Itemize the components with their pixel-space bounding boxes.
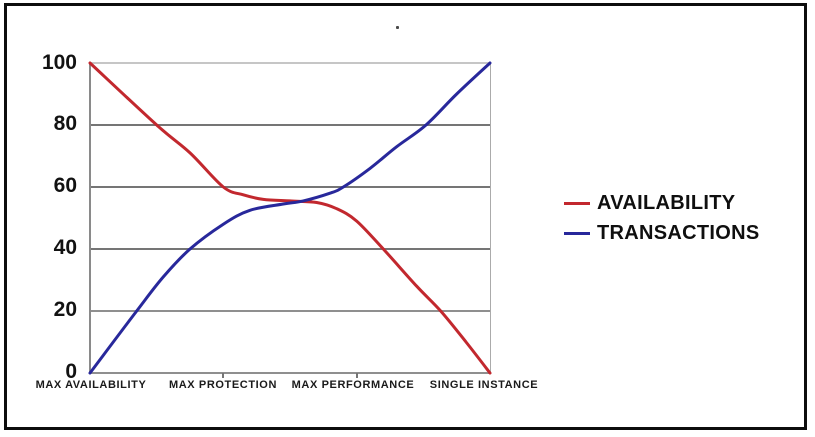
gridline-40: [90, 248, 490, 250]
plot-svg: [88, 61, 492, 375]
plot-area: [88, 61, 492, 378]
x-axis-label-max-availability: MAX AVAILABILITY: [35, 379, 147, 391]
x-axis-label-single-instance: SINGLE INSTANCE: [429, 379, 539, 391]
y-axis-label: 40: [53, 236, 77, 259]
legend-item-transactions: TRANSACTIONS: [564, 220, 760, 246]
gridline-20: [90, 310, 490, 312]
legend-item-availability: AVAILABILITY: [564, 190, 760, 216]
gridline-100: [90, 62, 490, 64]
legend: AVAILABILITY TRANSACTIONS: [564, 190, 760, 250]
y-axis-label: 0: [65, 360, 77, 383]
y-axis-label: 100: [41, 51, 77, 74]
legend-label: TRANSACTIONS: [597, 221, 760, 244]
plot-right-border: [490, 63, 491, 374]
speck-artifact: [396, 26, 399, 29]
y-axis-label: 20: [53, 298, 77, 321]
x-axis-tick: [356, 373, 358, 378]
gridline-80: [90, 124, 490, 126]
availability-line-swatch: [564, 201, 590, 205]
y-axis-line: [89, 63, 91, 374]
x-axis-label-max-protection: MAX PROTECTION: [168, 379, 278, 391]
image-border-frame: 100 80 60 40 20 0 MAX AVAILABILITY MAX P…: [4, 3, 807, 430]
x-axis-line: [90, 372, 490, 374]
availability-curve: [88, 61, 492, 375]
x-axis-tick: [222, 373, 224, 378]
y-axis-label: 80: [53, 112, 77, 135]
gridline-60: [90, 186, 490, 188]
transactions-line-swatch: [564, 231, 590, 235]
legend-label: AVAILABILITY: [597, 191, 736, 214]
transactions-curve: [88, 61, 492, 375]
y-axis-label: 60: [53, 174, 77, 197]
x-axis-label-max-performance: MAX PERFORMANCE: [291, 379, 415, 391]
